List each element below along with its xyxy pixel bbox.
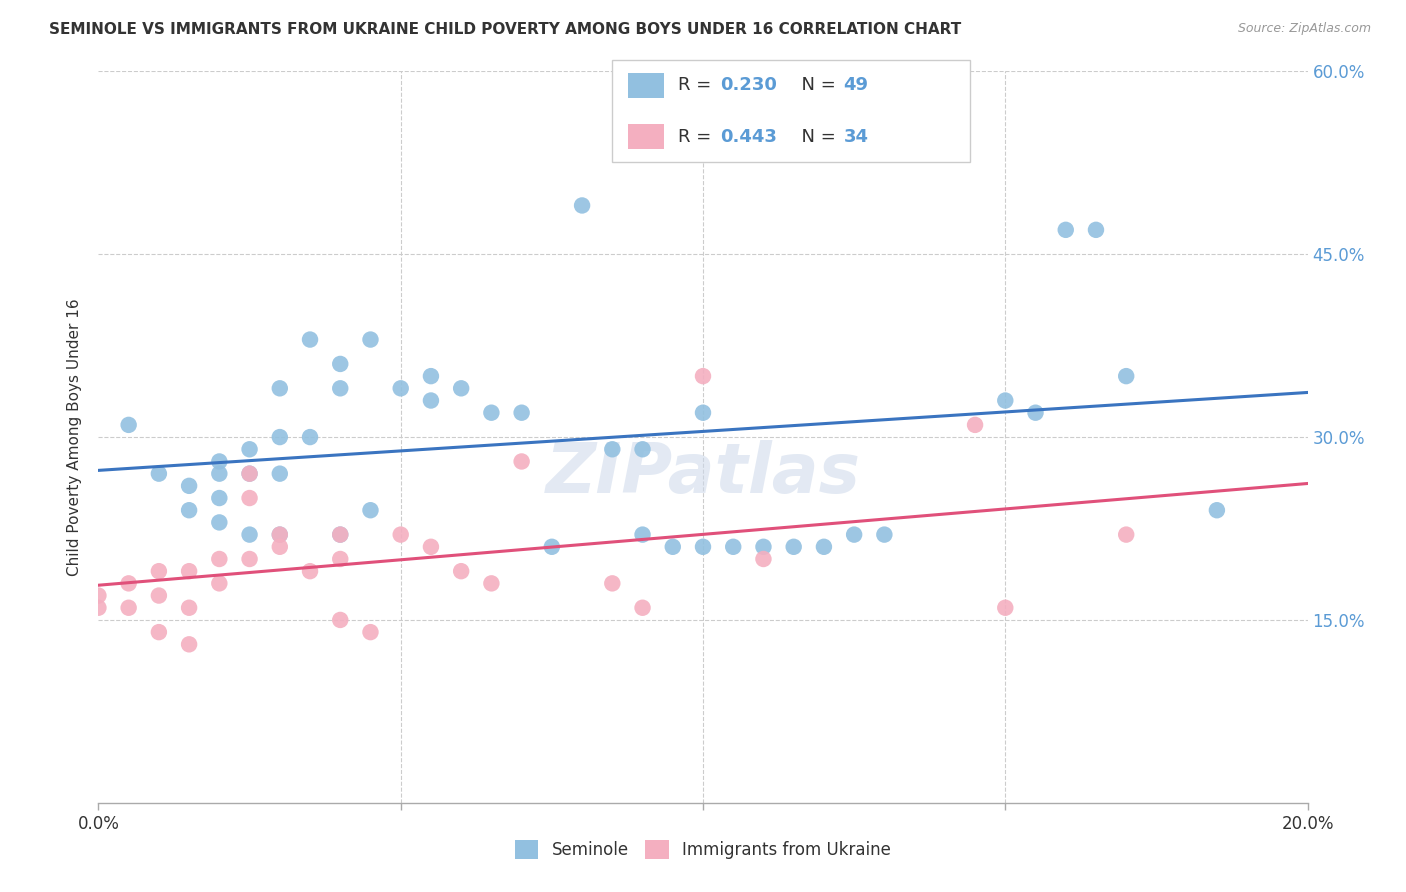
- Point: [118, 417, 141, 432]
- Point: [87, 589, 110, 603]
- Point: [1206, 503, 1229, 517]
- Point: [631, 442, 654, 457]
- Point: [208, 454, 231, 468]
- Point: [329, 552, 352, 566]
- Point: [269, 430, 291, 444]
- Point: [692, 369, 714, 384]
- Point: [510, 406, 533, 420]
- Point: [420, 393, 443, 408]
- Point: [269, 527, 291, 541]
- Point: [87, 600, 110, 615]
- Point: [208, 576, 231, 591]
- Point: [631, 600, 654, 615]
- Text: Source: ZipAtlas.com: Source: ZipAtlas.com: [1237, 22, 1371, 36]
- Point: [481, 406, 503, 420]
- Text: SEMINOLE VS IMMIGRANTS FROM UKRAINE CHILD POVERTY AMONG BOYS UNDER 16 CORRELATIO: SEMINOLE VS IMMIGRANTS FROM UKRAINE CHIL…: [49, 22, 962, 37]
- Point: [208, 516, 231, 530]
- Point: [269, 540, 291, 554]
- Point: [148, 589, 170, 603]
- Point: [269, 381, 291, 395]
- Y-axis label: Child Poverty Among Boys Under 16: Child Poverty Among Boys Under 16: [67, 298, 83, 576]
- Point: [1054, 223, 1077, 237]
- Text: R =: R =: [678, 77, 717, 95]
- Point: [269, 527, 291, 541]
- Point: [179, 503, 201, 517]
- Point: [844, 527, 866, 541]
- Point: [329, 613, 352, 627]
- Point: [1024, 406, 1046, 420]
- Point: [661, 540, 683, 554]
- Point: [360, 503, 382, 517]
- Point: [239, 467, 262, 481]
- Point: [360, 333, 382, 347]
- Point: [299, 333, 322, 347]
- Point: [329, 527, 352, 541]
- Point: [179, 479, 201, 493]
- Point: [239, 527, 262, 541]
- Point: [783, 540, 806, 554]
- Point: [873, 527, 896, 541]
- Point: [360, 625, 382, 640]
- Point: [329, 527, 352, 541]
- Point: [602, 576, 624, 591]
- Point: [179, 600, 201, 615]
- Legend: Seminole, Immigrants from Ukraine: Seminole, Immigrants from Ukraine: [506, 831, 900, 868]
- Point: [239, 491, 262, 505]
- Point: [299, 564, 322, 578]
- Point: [389, 381, 412, 395]
- Point: [450, 381, 472, 395]
- Point: [510, 454, 533, 468]
- Point: [752, 552, 775, 566]
- Point: [329, 381, 352, 395]
- Point: [118, 600, 141, 615]
- Point: [631, 527, 654, 541]
- Point: [148, 467, 170, 481]
- Point: [481, 576, 503, 591]
- Point: [239, 467, 262, 481]
- Point: [208, 491, 231, 505]
- Point: [118, 576, 141, 591]
- Point: [208, 552, 231, 566]
- Point: [602, 442, 624, 457]
- Point: [329, 357, 352, 371]
- Text: ZIPatlas: ZIPatlas: [546, 440, 860, 508]
- Point: [965, 417, 987, 432]
- Point: [540, 540, 562, 554]
- Point: [1085, 223, 1108, 237]
- Point: [934, 137, 956, 152]
- Point: [420, 540, 443, 554]
- Point: [994, 393, 1017, 408]
- Point: [1115, 527, 1137, 541]
- Text: N =: N =: [790, 128, 842, 145]
- Text: 49: 49: [844, 77, 869, 95]
- Point: [239, 442, 262, 457]
- Point: [723, 540, 745, 554]
- Point: [148, 564, 170, 578]
- Point: [389, 527, 412, 541]
- Point: [994, 600, 1017, 615]
- Point: [571, 198, 593, 212]
- Point: [299, 430, 322, 444]
- Point: [752, 540, 775, 554]
- Text: 0.443: 0.443: [720, 128, 776, 145]
- Point: [450, 564, 472, 578]
- Point: [208, 467, 231, 481]
- Text: R =: R =: [678, 128, 717, 145]
- Point: [269, 467, 291, 481]
- Point: [1115, 369, 1137, 384]
- Point: [420, 369, 443, 384]
- Text: N =: N =: [790, 77, 842, 95]
- Point: [179, 637, 201, 651]
- Point: [179, 564, 201, 578]
- Point: [148, 625, 170, 640]
- Point: [692, 540, 714, 554]
- Point: [239, 552, 262, 566]
- Point: [813, 540, 835, 554]
- Point: [692, 406, 714, 420]
- Text: 0.230: 0.230: [720, 77, 776, 95]
- Text: 34: 34: [844, 128, 869, 145]
